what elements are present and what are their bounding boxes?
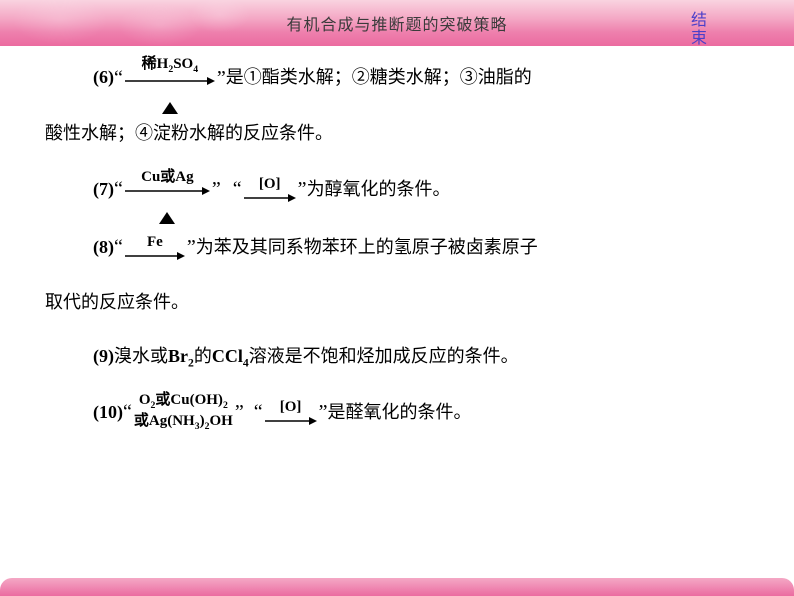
- quote-close: ”: [298, 166, 307, 212]
- slide-footer: [0, 578, 794, 596]
- item-8-line2: 取代的反应条件。: [45, 282, 749, 323]
- quote-open: “: [114, 166, 123, 212]
- item-9-t2: 的: [194, 336, 212, 377]
- arrow-8-line: [125, 251, 185, 261]
- item-8-line1: (8) “ Fe ” 为苯及其同系物苯环上的氢原子被卤素原子: [45, 224, 749, 270]
- item-10-number: (10): [93, 392, 123, 433]
- arrow-10b-condition: [O]: [280, 399, 302, 416]
- header-pattern: [0, 0, 260, 46]
- arrow-7b-condition: [O]: [259, 176, 281, 193]
- arrow-7b-line: [244, 193, 296, 203]
- quote-open: “: [233, 166, 242, 212]
- quote-close: ”: [319, 389, 328, 435]
- item-7-text: 为醇氧化的条件。: [307, 169, 451, 210]
- item-9-t1: 溴水或: [114, 336, 168, 377]
- slide: 有机合成与推断题的突破策略 结束 (6) “ 稀H2SO4 ” 是①酯类水解；②…: [0, 0, 794, 596]
- arrow-8-condition: Fe: [147, 234, 163, 251]
- arrow-7a-heat-icon: [159, 196, 175, 210]
- item-8-text-a: 为苯及其同系物苯环上的氢原子被卤素原子: [196, 227, 538, 268]
- item-6-text-a: 是①酯类水解；②糖类水解；③油脂的: [226, 57, 532, 98]
- formula-ccl4: CCl4: [212, 336, 249, 378]
- end-link[interactable]: 结束: [689, 12, 709, 48]
- quote-close: ”: [217, 55, 226, 101]
- item-6-line1: (6) “ 稀H2SO4 ” 是①酯类水解；②糖类水解；③油脂的: [45, 55, 749, 101]
- arrow-6-heat-icon: [162, 86, 178, 100]
- quote-close: ”: [212, 166, 221, 212]
- item-8-text-b: 取代的反应条件。: [45, 282, 189, 323]
- item-6-number: (6): [93, 57, 114, 98]
- reaction-arrow-7b: [O]: [244, 176, 296, 203]
- arrow-6-condition: 稀H2SO4: [142, 56, 198, 76]
- item-6-text-b: 酸性水解；④淀粉水解的反应条件。: [45, 113, 333, 154]
- reaction-arrow-6: 稀H2SO4: [125, 56, 215, 100]
- quote-open: “: [123, 389, 132, 435]
- reaction-arrow-10b: [O]: [265, 399, 317, 426]
- item-6-line2: 酸性水解；④淀粉水解的反应条件。: [45, 113, 749, 154]
- content-body: (6) “ 稀H2SO4 ” 是①酯类水解；②糖类水解；③油脂的 酸性水解；④淀…: [45, 55, 749, 566]
- item-8-number: (8): [93, 227, 114, 268]
- quote-close: ”: [187, 224, 196, 270]
- quote-open: “: [254, 389, 263, 435]
- item-9-t3: 溶液是不饱和烃加成反应的条件。: [249, 336, 519, 377]
- arrow-10b-line: [265, 416, 317, 426]
- item-7-number: (7): [93, 169, 114, 210]
- slide-header: 有机合成与推断题的突破策略 结束: [0, 0, 794, 46]
- item-10-text: 是醛氧化的条件。: [327, 392, 471, 433]
- arrow-10a-condition-l1: O2或Cu(OH)2: [139, 392, 228, 412]
- page-title: 有机合成与推断题的突破策略: [286, 11, 507, 35]
- reaction-arrow-8: Fe: [125, 234, 185, 261]
- reaction-arrow-7a: Cu或Ag: [125, 169, 210, 210]
- quote-open: “: [114, 224, 123, 270]
- item-10-line: (10) “ O2或Cu(OH)2 或Ag(NH3)2OH ” “ [O] ” …: [45, 389, 749, 435]
- arrow-7a-condition: Cu或Ag: [141, 169, 194, 186]
- item-9-line: (9) 溴水或 Br2 的 CCl4 溶液是不饱和烃加成反应的条件。: [45, 336, 749, 378]
- item-7-line: (7) “ Cu或Ag ” “ [O] ” 为醇氧化的条件。: [45, 166, 749, 212]
- quote-close: ”: [235, 389, 244, 435]
- quote-open: “: [114, 55, 123, 101]
- item-9-number: (9): [93, 336, 114, 377]
- formula-br2: Br2: [168, 336, 194, 378]
- reaction-arrow-10a: O2或Cu(OH)2 或Ag(NH3)2OH: [134, 392, 233, 433]
- arrow-10a-condition-l2: 或Ag(NH3)2OH: [134, 413, 233, 433]
